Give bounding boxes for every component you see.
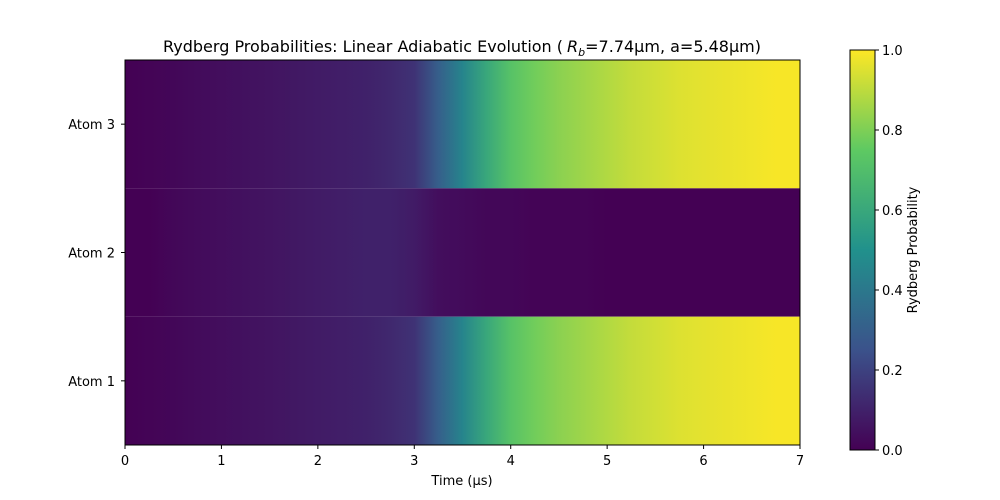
heatmap-row-atom-3	[125, 60, 800, 189]
chart-title-suffix: =7.74µm, a=5.48µm)	[585, 37, 761, 56]
x-tick-label: 0	[121, 454, 129, 469]
x-tick-label: 4	[507, 454, 515, 469]
colorbar-tick-label: 0.4	[882, 284, 903, 299]
colorbar-tick-label: 0.0	[882, 444, 903, 459]
y-tick-label: Atom 3	[68, 118, 115, 133]
colorbar-tick-label: 0.6	[882, 204, 903, 219]
x-tick-label: 5	[603, 454, 611, 469]
colorbar-tick-label: 1.0	[882, 44, 903, 59]
y-tick-label: Atom 1	[68, 375, 115, 390]
y-tick-label: Atom 2	[68, 247, 115, 262]
colorbar	[849, 49, 876, 451]
chart-title-symbol: R	[567, 37, 578, 56]
x-tick-label: 2	[314, 454, 322, 469]
chart-title-subscript: b	[578, 46, 585, 59]
colorbar-tick-label: 0.8	[882, 124, 903, 139]
chart-title: Rydberg Probabilities: Linear Adiabatic …	[163, 37, 761, 59]
x-tick-label: 6	[699, 454, 707, 469]
colorbar-tick-label: 0.2	[882, 364, 903, 379]
x-tick-label: 7	[796, 454, 804, 469]
y-tick-labels: Atom 3 Atom 2 Atom 1	[68, 118, 125, 390]
colorbar-label: Rydberg Probability	[906, 186, 921, 313]
x-ticks: 0 1 2 3 4 5 6 7	[121, 445, 804, 469]
x-tick-label: 1	[217, 454, 225, 469]
heatmap-plot-area	[125, 60, 800, 445]
x-tick-label: 3	[410, 454, 418, 469]
chart-title-prefix: Rydberg Probabilities: Linear Adiabatic …	[163, 37, 563, 56]
heatmap-row-atom-2	[125, 188, 800, 317]
x-axis-label: Time (µs)	[430, 474, 492, 489]
colorbar-ticks: 0.0 0.2 0.4 0.6 0.8 1.0	[875, 44, 903, 459]
heatmap-row-atom-1	[125, 316, 800, 445]
